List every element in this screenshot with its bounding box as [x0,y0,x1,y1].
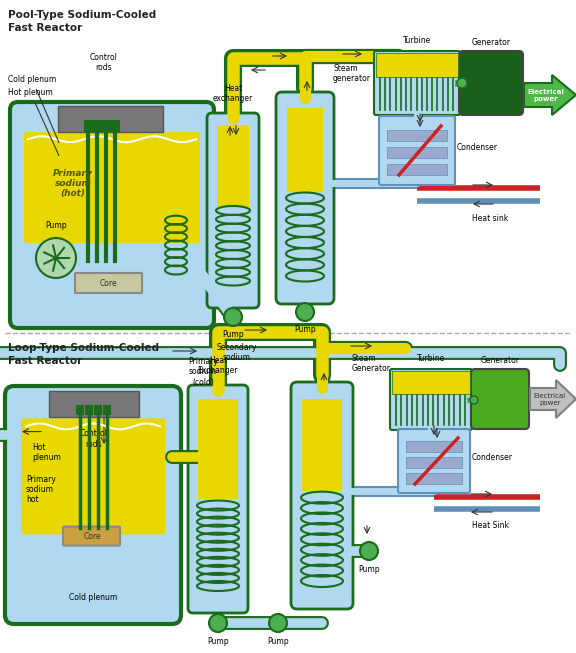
Text: Pump: Pump [267,637,289,646]
FancyBboxPatch shape [24,132,200,243]
Text: Generator: Generator [472,38,510,47]
Bar [302,399,342,491]
FancyBboxPatch shape [379,116,455,185]
Bar [376,53,458,77]
Circle shape [470,396,478,404]
Bar [94,405,102,415]
FancyBboxPatch shape [374,51,460,115]
Text: Loop-Type Sodium-Cooled
Fast Reactor: Loop-Type Sodium-Cooled Fast Reactor [8,343,159,366]
Text: Electrical
power: Electrical power [528,89,564,101]
Bar [76,405,84,415]
Text: Heat sink: Heat sink [472,214,508,223]
Bar [58,106,163,132]
Text: Pump: Pump [207,637,229,646]
Bar [93,120,101,132]
FancyBboxPatch shape [63,526,120,546]
FancyBboxPatch shape [291,382,353,609]
Bar [392,371,470,394]
Circle shape [36,238,76,278]
Text: Condenser: Condenser [472,453,513,462]
Text: Pump: Pump [45,221,67,230]
Text: Core: Core [83,532,101,541]
Text: Primary
sodium
hot: Primary sodium hot [26,475,56,505]
Circle shape [360,542,378,560]
Text: Hot
plenum: Hot plenum [32,443,61,462]
Text: Control
rods: Control rods [80,429,108,449]
Bar [103,405,111,415]
FancyBboxPatch shape [459,51,523,115]
Text: Pump: Pump [222,330,244,339]
Text: Pump: Pump [294,325,316,334]
Text: Primary
sodium
(cold): Primary sodium (cold) [188,357,218,387]
Polygon shape [524,75,576,115]
Bar [406,473,462,484]
FancyBboxPatch shape [10,102,214,328]
Text: Control
rods: Control rods [90,53,118,72]
Bar [85,405,93,415]
FancyBboxPatch shape [5,386,181,624]
Bar [387,147,447,158]
FancyBboxPatch shape [207,113,259,308]
Text: Cold plenum: Cold plenum [69,592,117,601]
Bar [406,457,462,468]
Text: Turbine: Turbine [403,36,431,45]
Bar [198,399,238,499]
Text: Condenser: Condenser [457,143,498,151]
Bar [101,120,111,132]
Text: Heat Sink: Heat Sink [472,521,509,530]
Bar [387,130,447,141]
Text: Steam
Generator: Steam Generator [352,354,391,373]
Polygon shape [530,380,576,418]
Bar [49,391,139,417]
Text: Secondary
sodium: Secondary sodium [217,343,257,362]
Circle shape [269,614,287,632]
Bar [111,120,119,132]
Text: Electrical
power: Electrical power [534,392,566,406]
Bar [387,164,447,175]
FancyBboxPatch shape [75,273,142,293]
Bar [287,108,323,192]
Bar [406,441,462,452]
Circle shape [209,614,227,632]
FancyBboxPatch shape [398,429,470,493]
Text: Hot plenum: Hot plenum [8,88,59,155]
Bar [217,125,249,207]
Text: Cold plenum: Cold plenum [8,75,59,142]
Text: Steam
generator: Steam generator [333,63,371,83]
FancyBboxPatch shape [21,419,165,534]
Text: Turbine: Turbine [417,354,445,363]
FancyBboxPatch shape [188,385,248,613]
Bar [84,120,93,132]
Text: Heat
Exchanger: Heat Exchanger [198,356,238,375]
Text: Pool-Type Sodium-Cooled
Fast Reactor: Pool-Type Sodium-Cooled Fast Reactor [8,10,156,33]
Text: Heat
exchanger: Heat exchanger [213,84,253,103]
Text: Primary
sodium
(hot): Primary sodium (hot) [53,168,93,199]
FancyBboxPatch shape [276,92,334,304]
Text: Generator: Generator [480,356,520,365]
FancyBboxPatch shape [471,369,529,429]
FancyBboxPatch shape [390,369,472,430]
Text: Core: Core [99,278,117,287]
Text: Pump: Pump [358,565,380,574]
Circle shape [224,308,242,326]
Circle shape [457,78,467,88]
Circle shape [296,303,314,321]
